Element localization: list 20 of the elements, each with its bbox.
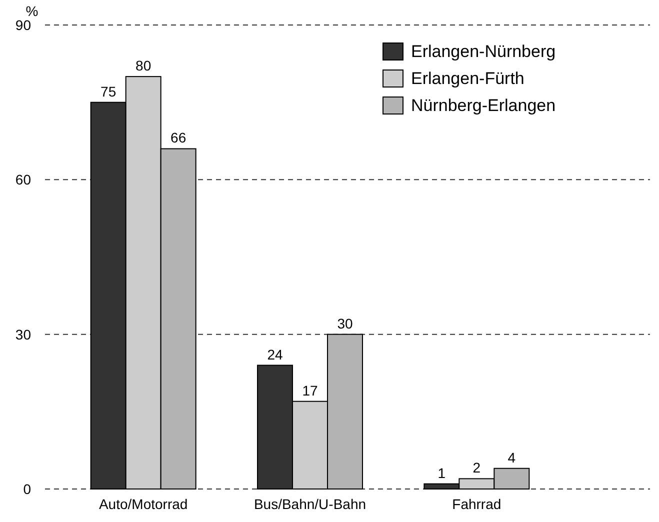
y-tick-label: 90	[15, 17, 32, 33]
legend-label: Nürnberg-Erlangen	[411, 96, 556, 115]
data-label: 4	[508, 449, 516, 466]
x-tick-label: Fahrrad	[452, 496, 502, 512]
data-label: 66	[170, 130, 186, 146]
legend-label: Erlangen-Fürth	[411, 69, 524, 88]
x-tick-label: Bus/Bahn/U-Bahn	[254, 496, 366, 512]
data-label: 30	[337, 315, 353, 332]
data-label: 17	[302, 382, 318, 398]
data-label: 80	[136, 58, 152, 74]
y-tick-label: 60	[15, 172, 32, 188]
data-label: 24	[267, 346, 283, 362]
x-tick-label: Auto/Motorrad	[98, 496, 188, 512]
data-label: 1	[438, 464, 446, 481]
data-label: 2	[472, 460, 481, 476]
y-tick-label: 0	[23, 481, 32, 497]
y-axis-title: %	[26, 3, 38, 19]
y-tick-label: 30	[15, 326, 32, 342]
legend-label: Erlangen-Nürnberg	[411, 42, 556, 61]
data-label: 75	[100, 83, 116, 100]
